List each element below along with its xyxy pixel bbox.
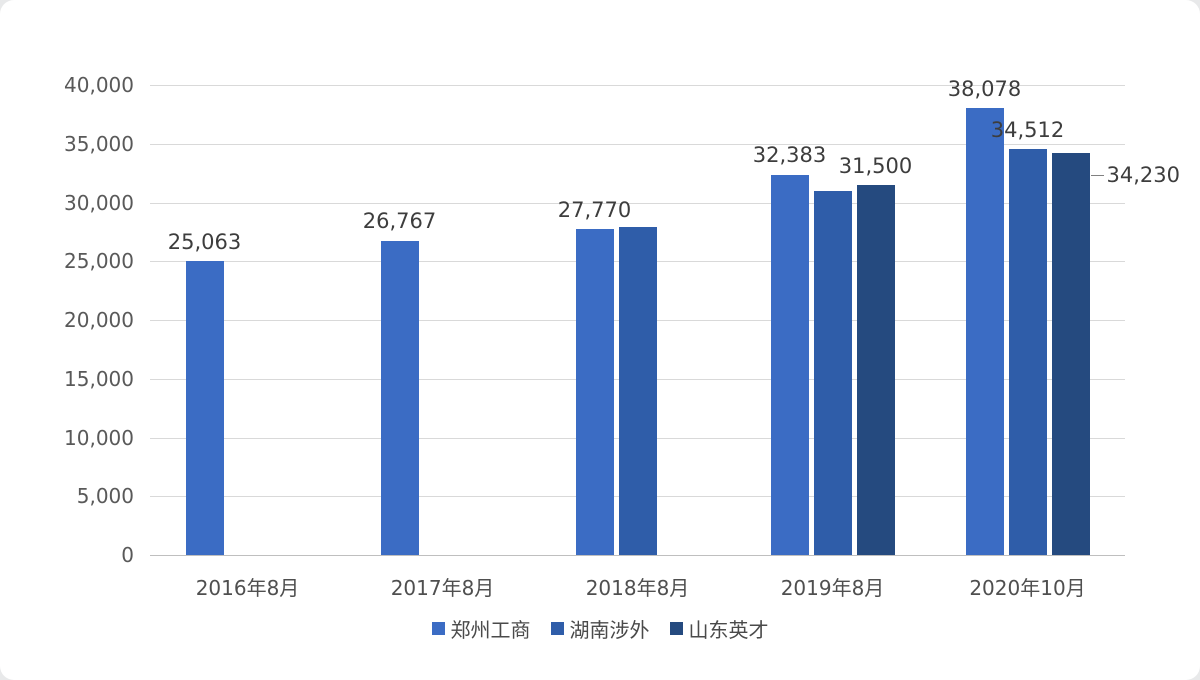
plot-area: 0 5,000 10,000 15,000 20,000 25,000 30,000 35,0… bbox=[64, 73, 1180, 600]
bar-series1-cat2 bbox=[380, 240, 419, 555]
y-axis-tick-label: 25,000 bbox=[64, 249, 134, 274]
legend-swatch-icon bbox=[669, 622, 683, 635]
bar-series1-cat3 bbox=[575, 228, 614, 555]
x-axis-category-label: 2020年10月 bbox=[969, 576, 1086, 600]
data-label: 34,230 bbox=[1106, 162, 1180, 187]
y-axis-tick-label: 40,000 bbox=[64, 73, 134, 97]
y-axis-tick-label: 0 bbox=[121, 543, 134, 567]
legend-item-series2: 湖南涉外 bbox=[550, 614, 650, 643]
y-axis-tick-label: 30,000 bbox=[64, 190, 134, 215]
y-axis-tick-label: 20,000 bbox=[64, 308, 134, 332]
x-axis-category-label: 2019年8月 bbox=[780, 576, 885, 600]
legend-item-series3: 山东英才 bbox=[669, 614, 769, 643]
bar-series2-cat3 bbox=[618, 227, 657, 555]
data-label: 32,383 bbox=[752, 143, 827, 168]
legend-label: 郑州工商 bbox=[450, 618, 531, 642]
y-axis-tick-label: 10,000 bbox=[64, 425, 134, 450]
bar-series2-cat5 bbox=[1008, 149, 1047, 555]
legend-swatch-icon bbox=[431, 622, 445, 635]
y-gridline bbox=[150, 85, 1125, 86]
legend-swatch-icon bbox=[550, 622, 564, 635]
bar-series1-cat5 bbox=[965, 107, 1004, 555]
x-axis-line bbox=[150, 555, 1125, 556]
bar-series3-cat5 bbox=[1051, 152, 1090, 555]
y-axis-tick-label: 15,000 bbox=[64, 366, 134, 391]
bar-series3-cat4 bbox=[856, 184, 895, 555]
data-label: 27,770 bbox=[557, 197, 632, 222]
leader-line bbox=[1090, 174, 1104, 176]
data-label: 26,767 bbox=[362, 209, 437, 234]
data-label: 31,500 bbox=[838, 153, 913, 178]
bar-series1-cat1 bbox=[185, 260, 224, 555]
bar-series1-cat4 bbox=[770, 174, 809, 555]
y-gridline bbox=[150, 202, 1125, 204]
bar-series2-cat4 bbox=[813, 190, 852, 555]
x-axis-category-label: 2016年8月 bbox=[195, 576, 300, 600]
data-label: 34,512 bbox=[990, 118, 1065, 143]
x-axis-category-label: 2018年8月 bbox=[585, 576, 690, 600]
legend-item-series1: 郑州工商 bbox=[431, 614, 531, 643]
y-gridline bbox=[150, 143, 1125, 145]
chart-legend: 郑州工商 湖南涉外 山东英才 bbox=[0, 614, 1200, 643]
data-label: 25,063 bbox=[167, 229, 242, 254]
y-axis-tick-label: 5,000 bbox=[76, 484, 134, 509]
y-axis-tick-label: 35,000 bbox=[64, 131, 134, 156]
legend-label: 山东英才 bbox=[688, 618, 769, 642]
legend-label: 湖南涉外 bbox=[569, 618, 650, 642]
x-axis-category-label: 2017年8月 bbox=[390, 576, 495, 600]
data-label: 38,078 bbox=[947, 76, 1022, 101]
